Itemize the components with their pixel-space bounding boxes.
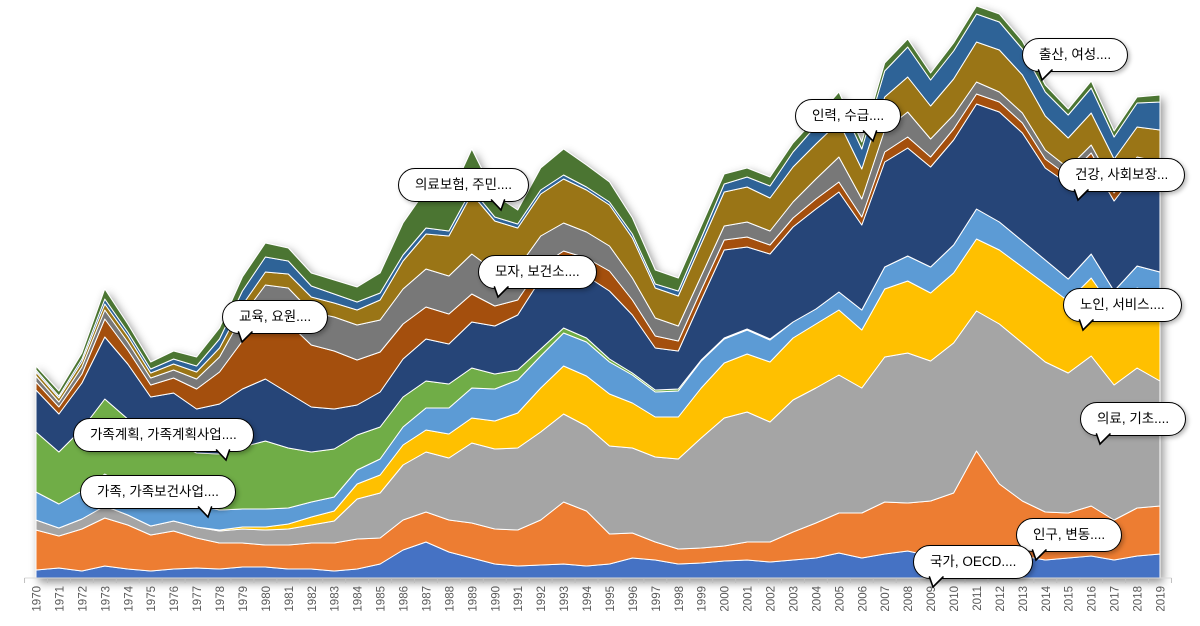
x-axis-label-2001: 2001 — [743, 586, 755, 612]
x-axis-label-2018: 2018 — [1133, 586, 1145, 612]
x-axis-label-2011: 2011 — [972, 586, 984, 611]
x-axis-label-1985: 1985 — [376, 586, 388, 612]
x-axis-label-2017: 2017 — [1110, 586, 1122, 612]
x-axis-label-2014: 2014 — [1041, 585, 1053, 611]
x-axis-label-2009: 2009 — [926, 586, 938, 612]
x-axis-label-2002: 2002 — [766, 586, 778, 612]
area-series-group: 국가, OECD....인구, 변동....의료, 기초....노인, 서비스.… — [35, 5, 1161, 579]
x-axis-label-1999: 1999 — [697, 586, 709, 612]
x-axis-label-1991: 1991 — [513, 586, 525, 612]
x-axis-label-1971: 1971 — [54, 586, 66, 612]
x-axis-label-2003: 2003 — [788, 586, 800, 612]
x-axis-label-2005: 2005 — [834, 586, 846, 612]
x-axis-label-2016: 2016 — [1087, 586, 1099, 612]
x-axis-label-1984: 1984 — [353, 585, 365, 611]
x-axis-label-1988: 1988 — [444, 586, 456, 612]
x-axis-label-1980: 1980 — [261, 586, 273, 612]
x-axis-label-1974: 1974 — [123, 585, 135, 611]
x-axis-label-1972: 1972 — [77, 586, 89, 612]
x-axis-label-1986: 1986 — [399, 586, 411, 612]
area-series-11: 출산, 여성.... — [35, 5, 1161, 397]
x-axis-label-1994: 1994 — [582, 585, 594, 611]
x-axis-label-2015: 2015 — [1064, 586, 1076, 612]
x-axis-label-1987: 1987 — [421, 586, 433, 612]
x-axis-label-1983: 1983 — [330, 586, 342, 612]
x-axis-label-2004: 2004 — [811, 585, 823, 611]
x-axis-label-1996: 1996 — [628, 586, 640, 612]
x-axis-label-1992: 1992 — [536, 586, 548, 612]
x-axis-label-2012: 2012 — [995, 586, 1007, 612]
x-axis-label-1990: 1990 — [490, 586, 502, 612]
x-axis: 1970 1971 1972 1973 1974 1975 1976 1977 1978 1979… — [24, 577, 1172, 612]
x-axis-label-2010: 2010 — [949, 586, 961, 612]
x-axis-label-2006: 2006 — [857, 586, 869, 612]
x-axis-label-1982: 1982 — [307, 586, 319, 612]
x-axis-label-1995: 1995 — [605, 586, 617, 612]
x-axis-label-2013: 2013 — [1018, 586, 1030, 612]
x-axis-label-2008: 2008 — [903, 586, 915, 612]
x-axis-label-2007: 2007 — [880, 586, 892, 612]
x-axis-label-1975: 1975 — [146, 586, 158, 612]
x-axis-label-2019: 2019 — [1156, 586, 1168, 612]
x-axis-label-1973: 1973 — [100, 586, 112, 612]
x-axis-label-1979: 1979 — [238, 586, 250, 612]
x-axis-label-1989: 1989 — [467, 586, 479, 612]
x-axis-label-1998: 1998 — [674, 586, 686, 612]
x-axis-label-1978: 1978 — [215, 586, 227, 612]
x-axis-label-1981: 1981 — [284, 586, 296, 612]
x-axis-label-1970: 1970 — [32, 586, 44, 612]
x-axis-label-1977: 1977 — [192, 586, 204, 612]
x-axis-label-1997: 1997 — [651, 586, 663, 612]
x-axis-label-1993: 1993 — [559, 586, 571, 612]
x-axis-label-1976: 1976 — [169, 586, 181, 612]
x-axis-label-2000: 2000 — [720, 586, 732, 612]
